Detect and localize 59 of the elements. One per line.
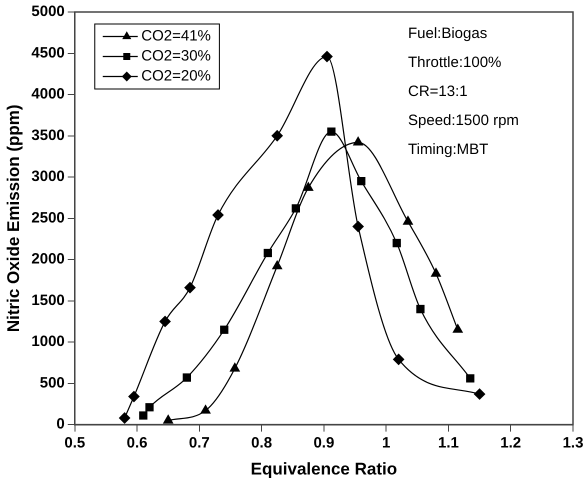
point [272,130,283,142]
y-tick-label: 3000 [31,168,65,186]
y-tick-label: 2000 [31,250,65,268]
point [182,373,192,382]
y-axis-title: Nitric Oxide Emission (ppm) [4,104,23,332]
x-tick-label: 0.8 [251,434,272,452]
point [212,209,224,221]
point [184,282,196,294]
point [159,316,171,328]
x-tick-label: 0.9 [313,434,334,452]
point [392,238,401,248]
point [431,268,441,277]
y-tick-label: 0 [56,416,65,433]
x-tick-label: 0.7 [188,434,210,452]
y-tick-label: 1500 [31,292,65,309]
point [357,177,366,186]
point [200,404,210,414]
point [474,388,486,400]
point [145,403,154,412]
point [163,414,174,424]
x-axis-title: Equivalence Ratio [250,459,398,478]
point [416,304,425,314]
point [452,324,463,333]
y-tick-label: 500 [40,374,65,392]
annotation: Throttle:100% [408,54,502,72]
y-tick-label: 3500 [31,126,65,144]
annotation: CR=13:1 [408,83,468,100]
point [303,182,314,191]
x-tick-label: 0.6 [126,434,148,452]
point [139,411,148,420]
point [118,412,130,424]
y-tick-label: 5000 [31,3,65,20]
y-tick-label: 4000 [31,86,65,103]
y-tick-label: 1000 [31,333,65,350]
annotation: Timing:MBT [408,141,488,158]
point [466,374,474,383]
point [352,220,364,232]
point [264,248,272,258]
point [327,128,336,136]
y-tick-label: 4500 [31,44,65,62]
point [220,326,228,334]
point [272,260,282,270]
point [353,136,364,146]
x-tick-label: 1.3 [562,434,584,452]
y-tick-label: 2500 [31,209,65,226]
x-tick-label: 0.5 [64,434,86,452]
x-tick-label: 1 [382,434,390,452]
legend-label: CO2=30% [141,48,211,65]
point [128,390,140,402]
point [403,216,413,225]
annotation: Fuel:Biogas [408,25,488,42]
x-tick-label: 1.1 [438,434,459,452]
point [230,362,240,372]
x-tick-label: 1.2 [500,434,522,452]
point [321,50,333,62]
legend-label: CO2=41% [141,28,211,45]
annotation: Speed:1500 rpm [408,112,519,130]
legend-label: CO2=20% [141,68,211,85]
point [393,354,404,366]
